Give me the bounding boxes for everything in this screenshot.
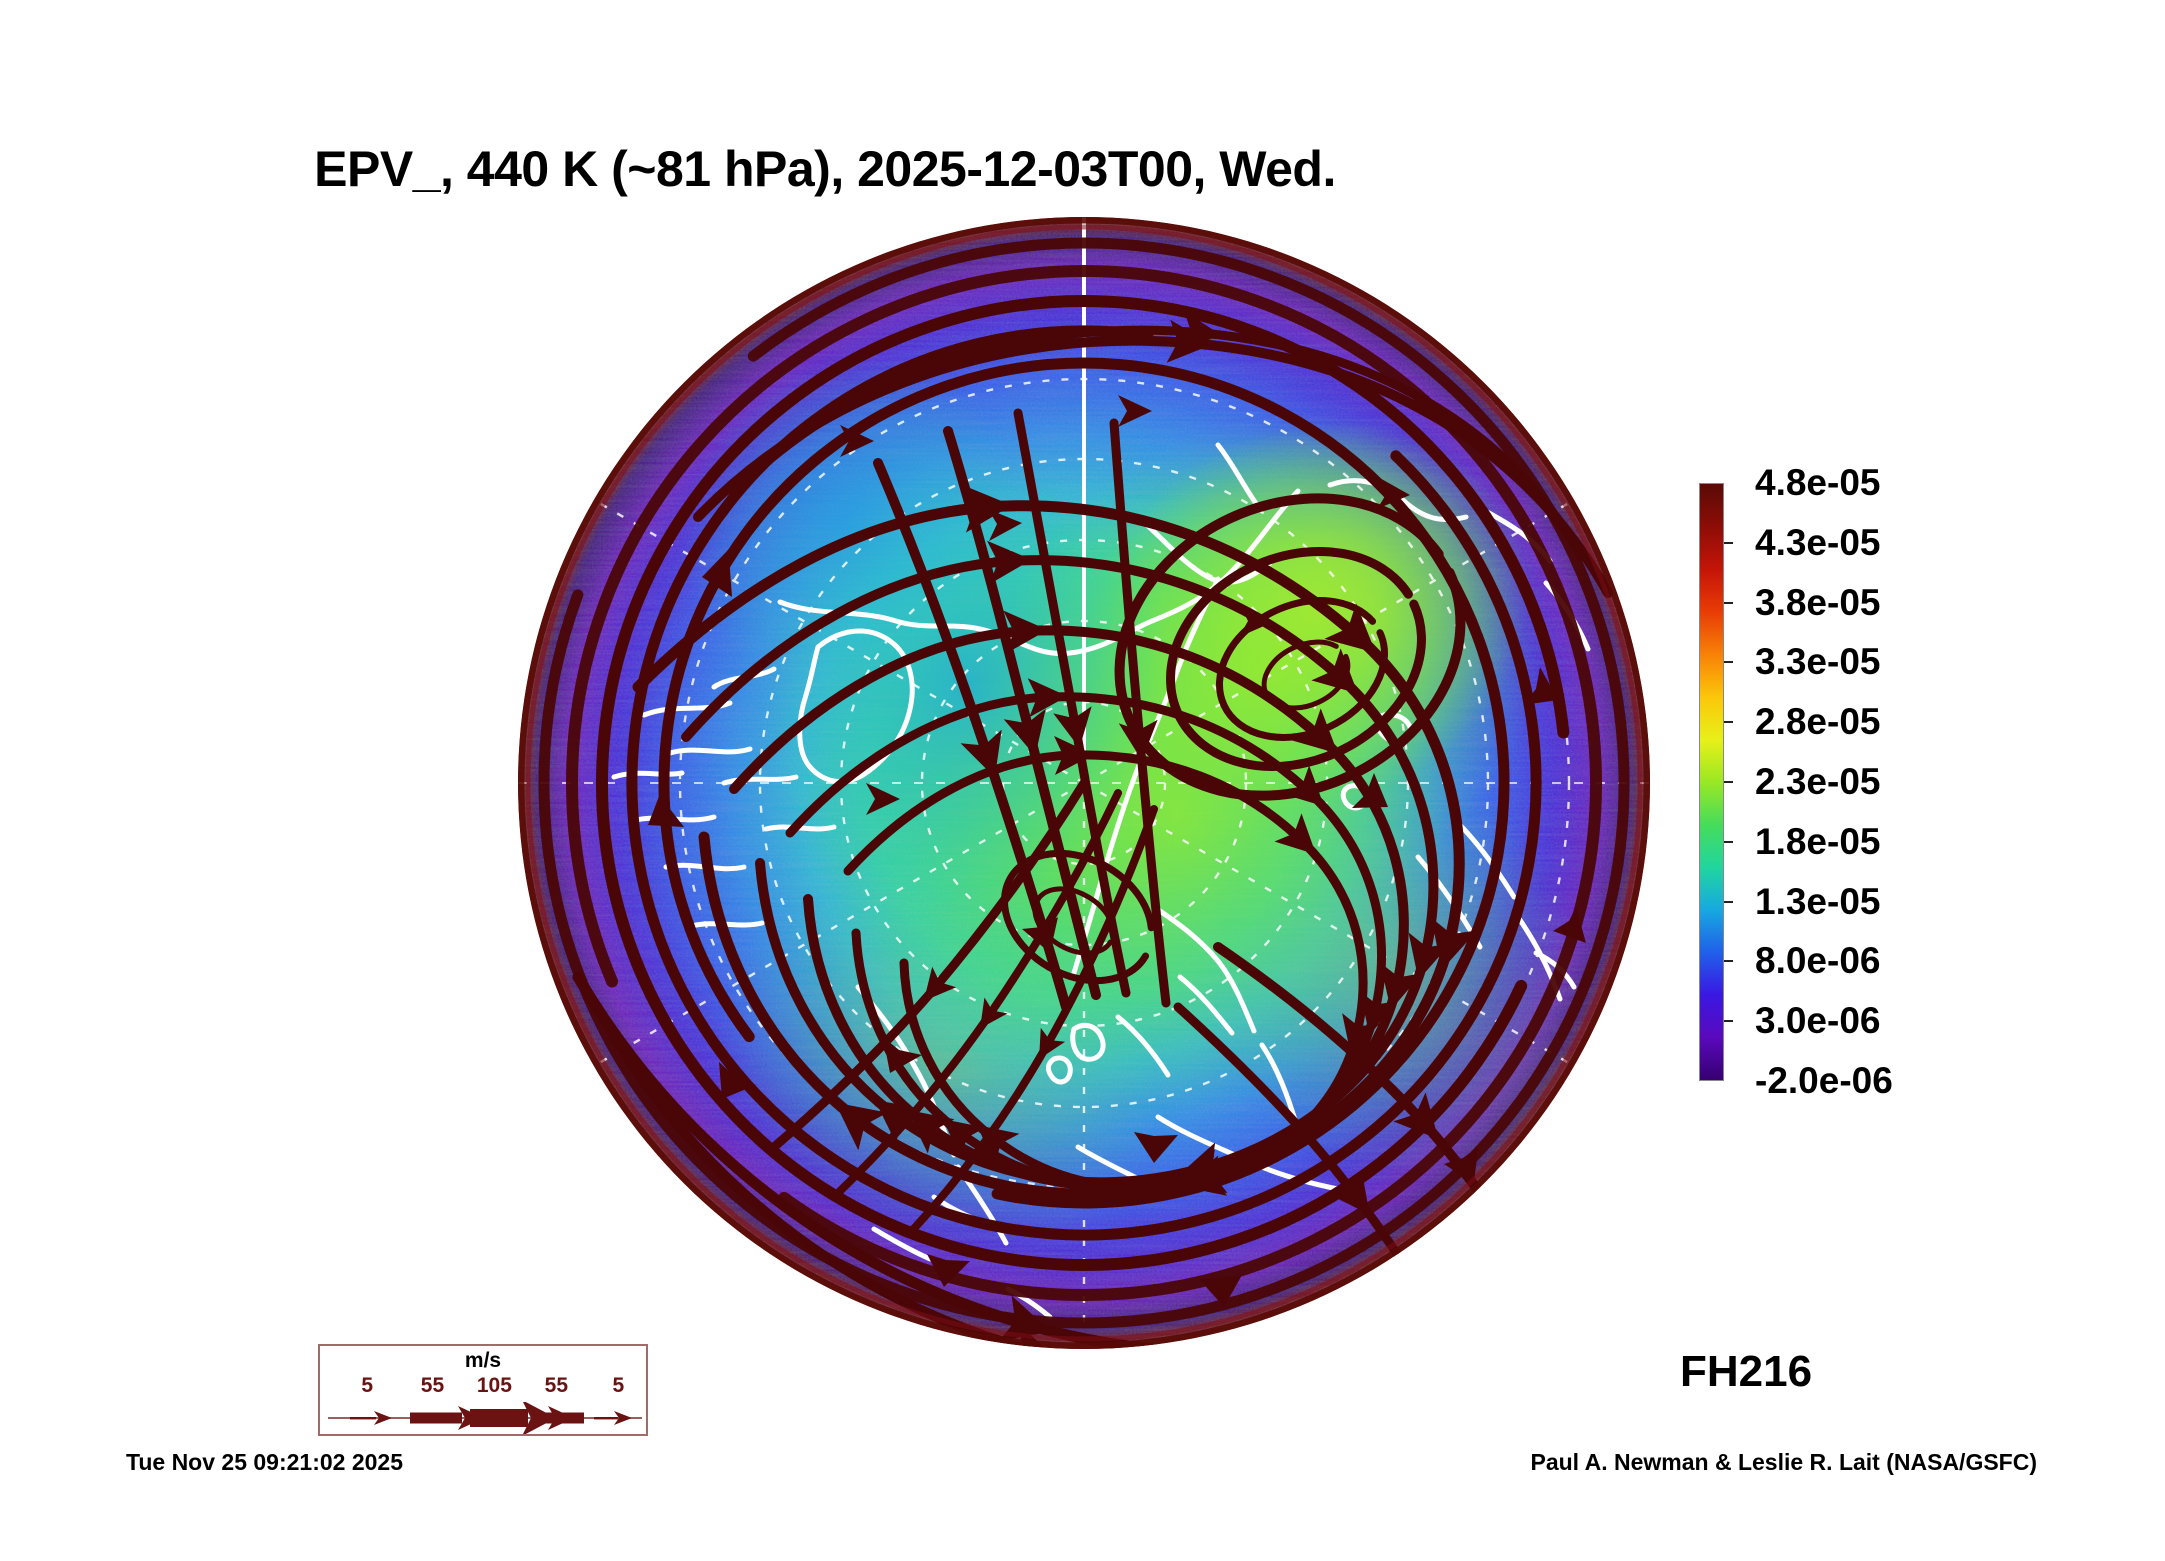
colorbar-tick-mark [1724, 781, 1733, 783]
colorbar-tick-label: 1.8e-05 [1755, 820, 1881, 862]
author-credit: Paul A. Newman & Leslie R. Lait (NASA/GS… [1530, 1449, 2037, 1475]
colorbar-gradient [1699, 483, 1724, 1081]
colorbar-tick-mark [1724, 601, 1733, 604]
forecast-hour-label: FH216 [1680, 1347, 1813, 1396]
wind-legend-arrow-scale [328, 1402, 642, 1434]
colorbar: 4.8e-05 4.3e-05 3.8e-05 3.3e-05 2.8e-05 2.3e-… [1699, 462, 2119, 1101]
wind-legend-value: 5 [361, 1374, 374, 1397]
colorbar-ticks [1724, 483, 1733, 1081]
generation-timestamp: Tue Nov 25 09:21:02 2025 [126, 1449, 404, 1475]
colorbar-tick-mark [1724, 661, 1733, 664]
colorbar-tick-label: 4.8e-05 [1755, 462, 1881, 503]
wind-legend-tick-values: 5 55 105 55 5 [320, 1374, 646, 1400]
colorbar-tick-label: 8.0e-06 [1755, 940, 1881, 982]
colorbar-tick-mark [1724, 541, 1733, 544]
wind-legend-value: 55 [544, 1374, 569, 1397]
colorbar-tick-mark [1724, 960, 1733, 963]
colorbar-tick-label: 3.3e-05 [1755, 641, 1881, 683]
colorbar-tick-label: 2.8e-05 [1755, 701, 1881, 743]
colorbar-tick-mark [1724, 721, 1733, 724]
page-title: EPV_, 440 K (~81 hPa), 2025-12-03T00, We… [314, 141, 1336, 197]
colorbar-tick-mark [1724, 1020, 1733, 1023]
colorbar-labels: 4.8e-05 4.3e-05 3.8e-05 3.3e-05 2.8e-05 2.3e-… [1755, 462, 2115, 1101]
colorbar-tick-label: 2.3e-05 [1755, 761, 1881, 802]
colorbar-tick-label: 1.3e-05 [1755, 880, 1881, 922]
wind-legend-units-label: m/s [464, 1349, 502, 1372]
wind-legend-value: 105 [476, 1374, 512, 1397]
colorbar-tick-mark [1724, 840, 1733, 843]
colorbar-tick-mark [1724, 900, 1733, 903]
colorbar-tick-label: 4.3e-05 [1755, 521, 1881, 563]
colorbar-tick-label: 3.8e-05 [1755, 581, 1881, 623]
wind-legend-value: 5 [612, 1374, 625, 1397]
wind-legend-value: 55 [420, 1374, 445, 1397]
colorbar-tick-label: 3.0e-06 [1755, 1000, 1881, 1042]
colorbar-tick-label: -2.0e-06 [1755, 1060, 1893, 1101]
wind-direction-arrowheads [648, 395, 1586, 1307]
wind-streamlines [538, 237, 1630, 1349]
polar-projection-disc[interactable] [518, 217, 1650, 1349]
polar-map-panel[interactable] [518, 217, 1650, 1349]
epv-field-render [518, 217, 1650, 1349]
wind-speed-legend: m/s 5 55 105 55 5 [318, 1344, 648, 1436]
